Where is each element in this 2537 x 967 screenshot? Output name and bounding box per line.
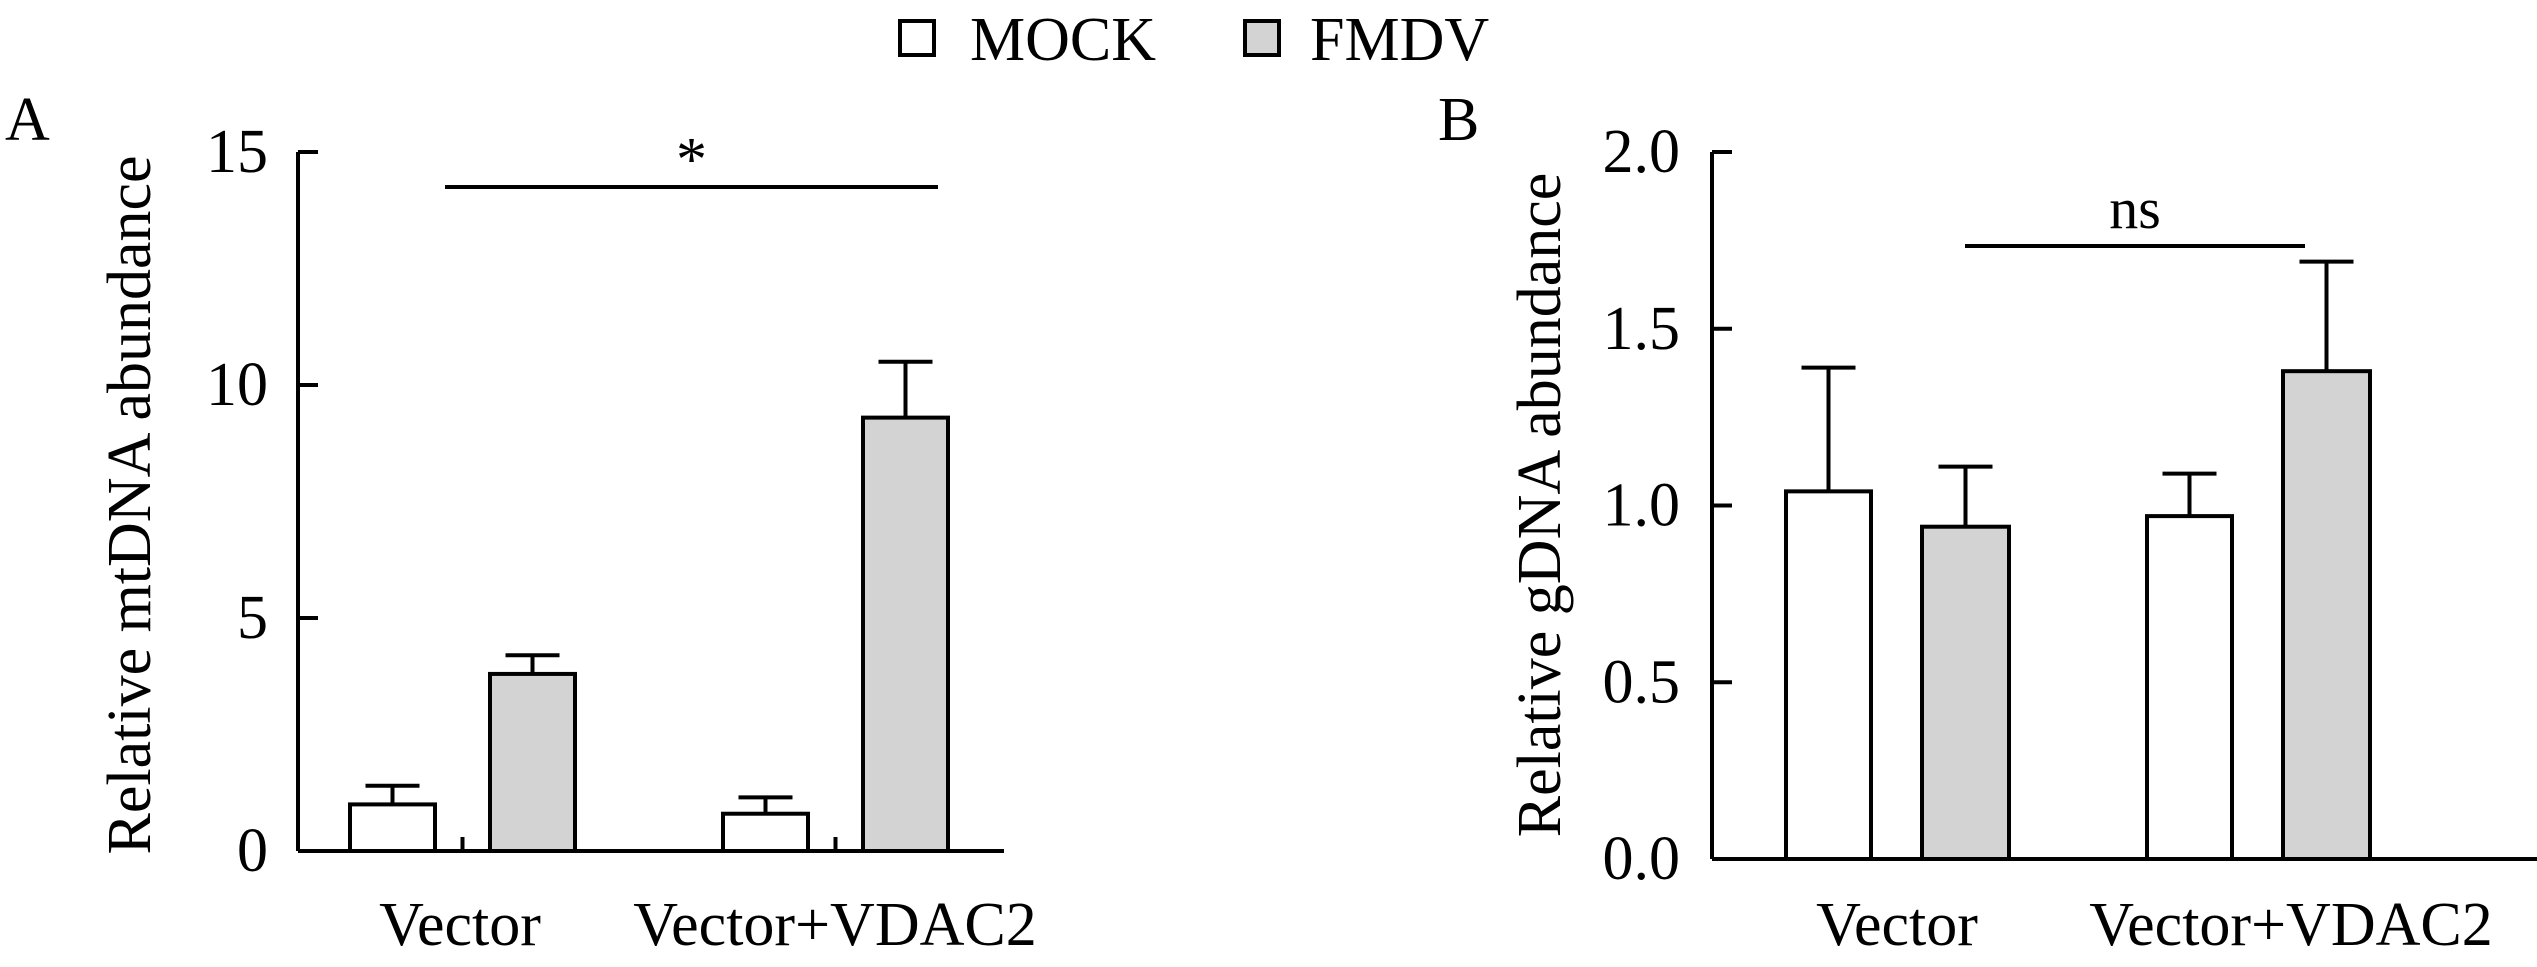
x-tick-label-b: Vector+VDAC2	[2089, 891, 2492, 959]
bar-b	[2145, 514, 2234, 861]
y-axis-label-a: Relative mtDNA abundance	[96, 155, 164, 854]
legend-label-mock: MOCK	[970, 6, 1156, 74]
y-tick-label-b: 2.0	[1603, 118, 1681, 186]
panel-a: A Relative mtDNA abundance 0 5 10 15 Vector V…	[5, 86, 1037, 959]
legend-swatch-fmdv	[1243, 19, 1281, 57]
plot-area-b: 0.0 0.5 1.0 1.5 2.0 Vector Vector+VDAC2 ns	[1603, 118, 2537, 959]
significance-label-a: *	[676, 126, 707, 194]
panel-b: B Relative gDNA abundance 0.0 0.5 1.0 1.5 2.…	[1438, 86, 2537, 959]
y-tick-label-b: 0.0	[1603, 825, 1681, 893]
bar-b	[1784, 489, 1873, 861]
bar-a	[348, 802, 437, 854]
x-tick-label-a: Vector+VDAC2	[633, 891, 1036, 959]
plot-area-a: 0 5 10 15 Vector Vector+VDAC2 *	[206, 118, 1037, 959]
bar-b	[2281, 369, 2372, 861]
legend-label-fmdv: FMDV	[1310, 6, 1489, 74]
y-tick-label-b: 1.5	[1603, 295, 1681, 363]
bar-a	[488, 671, 577, 853]
legend-swatch-mock	[898, 19, 936, 57]
legend: MOCK FMDV	[898, 6, 1489, 74]
y-tick-label-a: 15	[206, 118, 268, 186]
bar-a	[861, 415, 950, 853]
bar-b	[1920, 524, 2011, 862]
x-tick-label-b: Vector	[1816, 891, 1978, 959]
panel-label-a: A	[5, 86, 50, 154]
bar-a	[721, 811, 810, 853]
y-tick-label-b: 0.5	[1603, 648, 1681, 716]
y-tick-label-a: 0	[237, 817, 268, 885]
y-axis-label-b: Relative gDNA abundance	[1506, 173, 1574, 838]
y-tick-label-a: 5	[237, 584, 268, 652]
y-tick-label-b: 1.0	[1603, 472, 1681, 540]
significance-label-b: ns	[2109, 176, 2161, 241]
x-tick-label-a: Vector	[379, 891, 541, 959]
panel-label-b: B	[1438, 86, 1479, 154]
y-tick-label-a: 10	[206, 351, 268, 419]
